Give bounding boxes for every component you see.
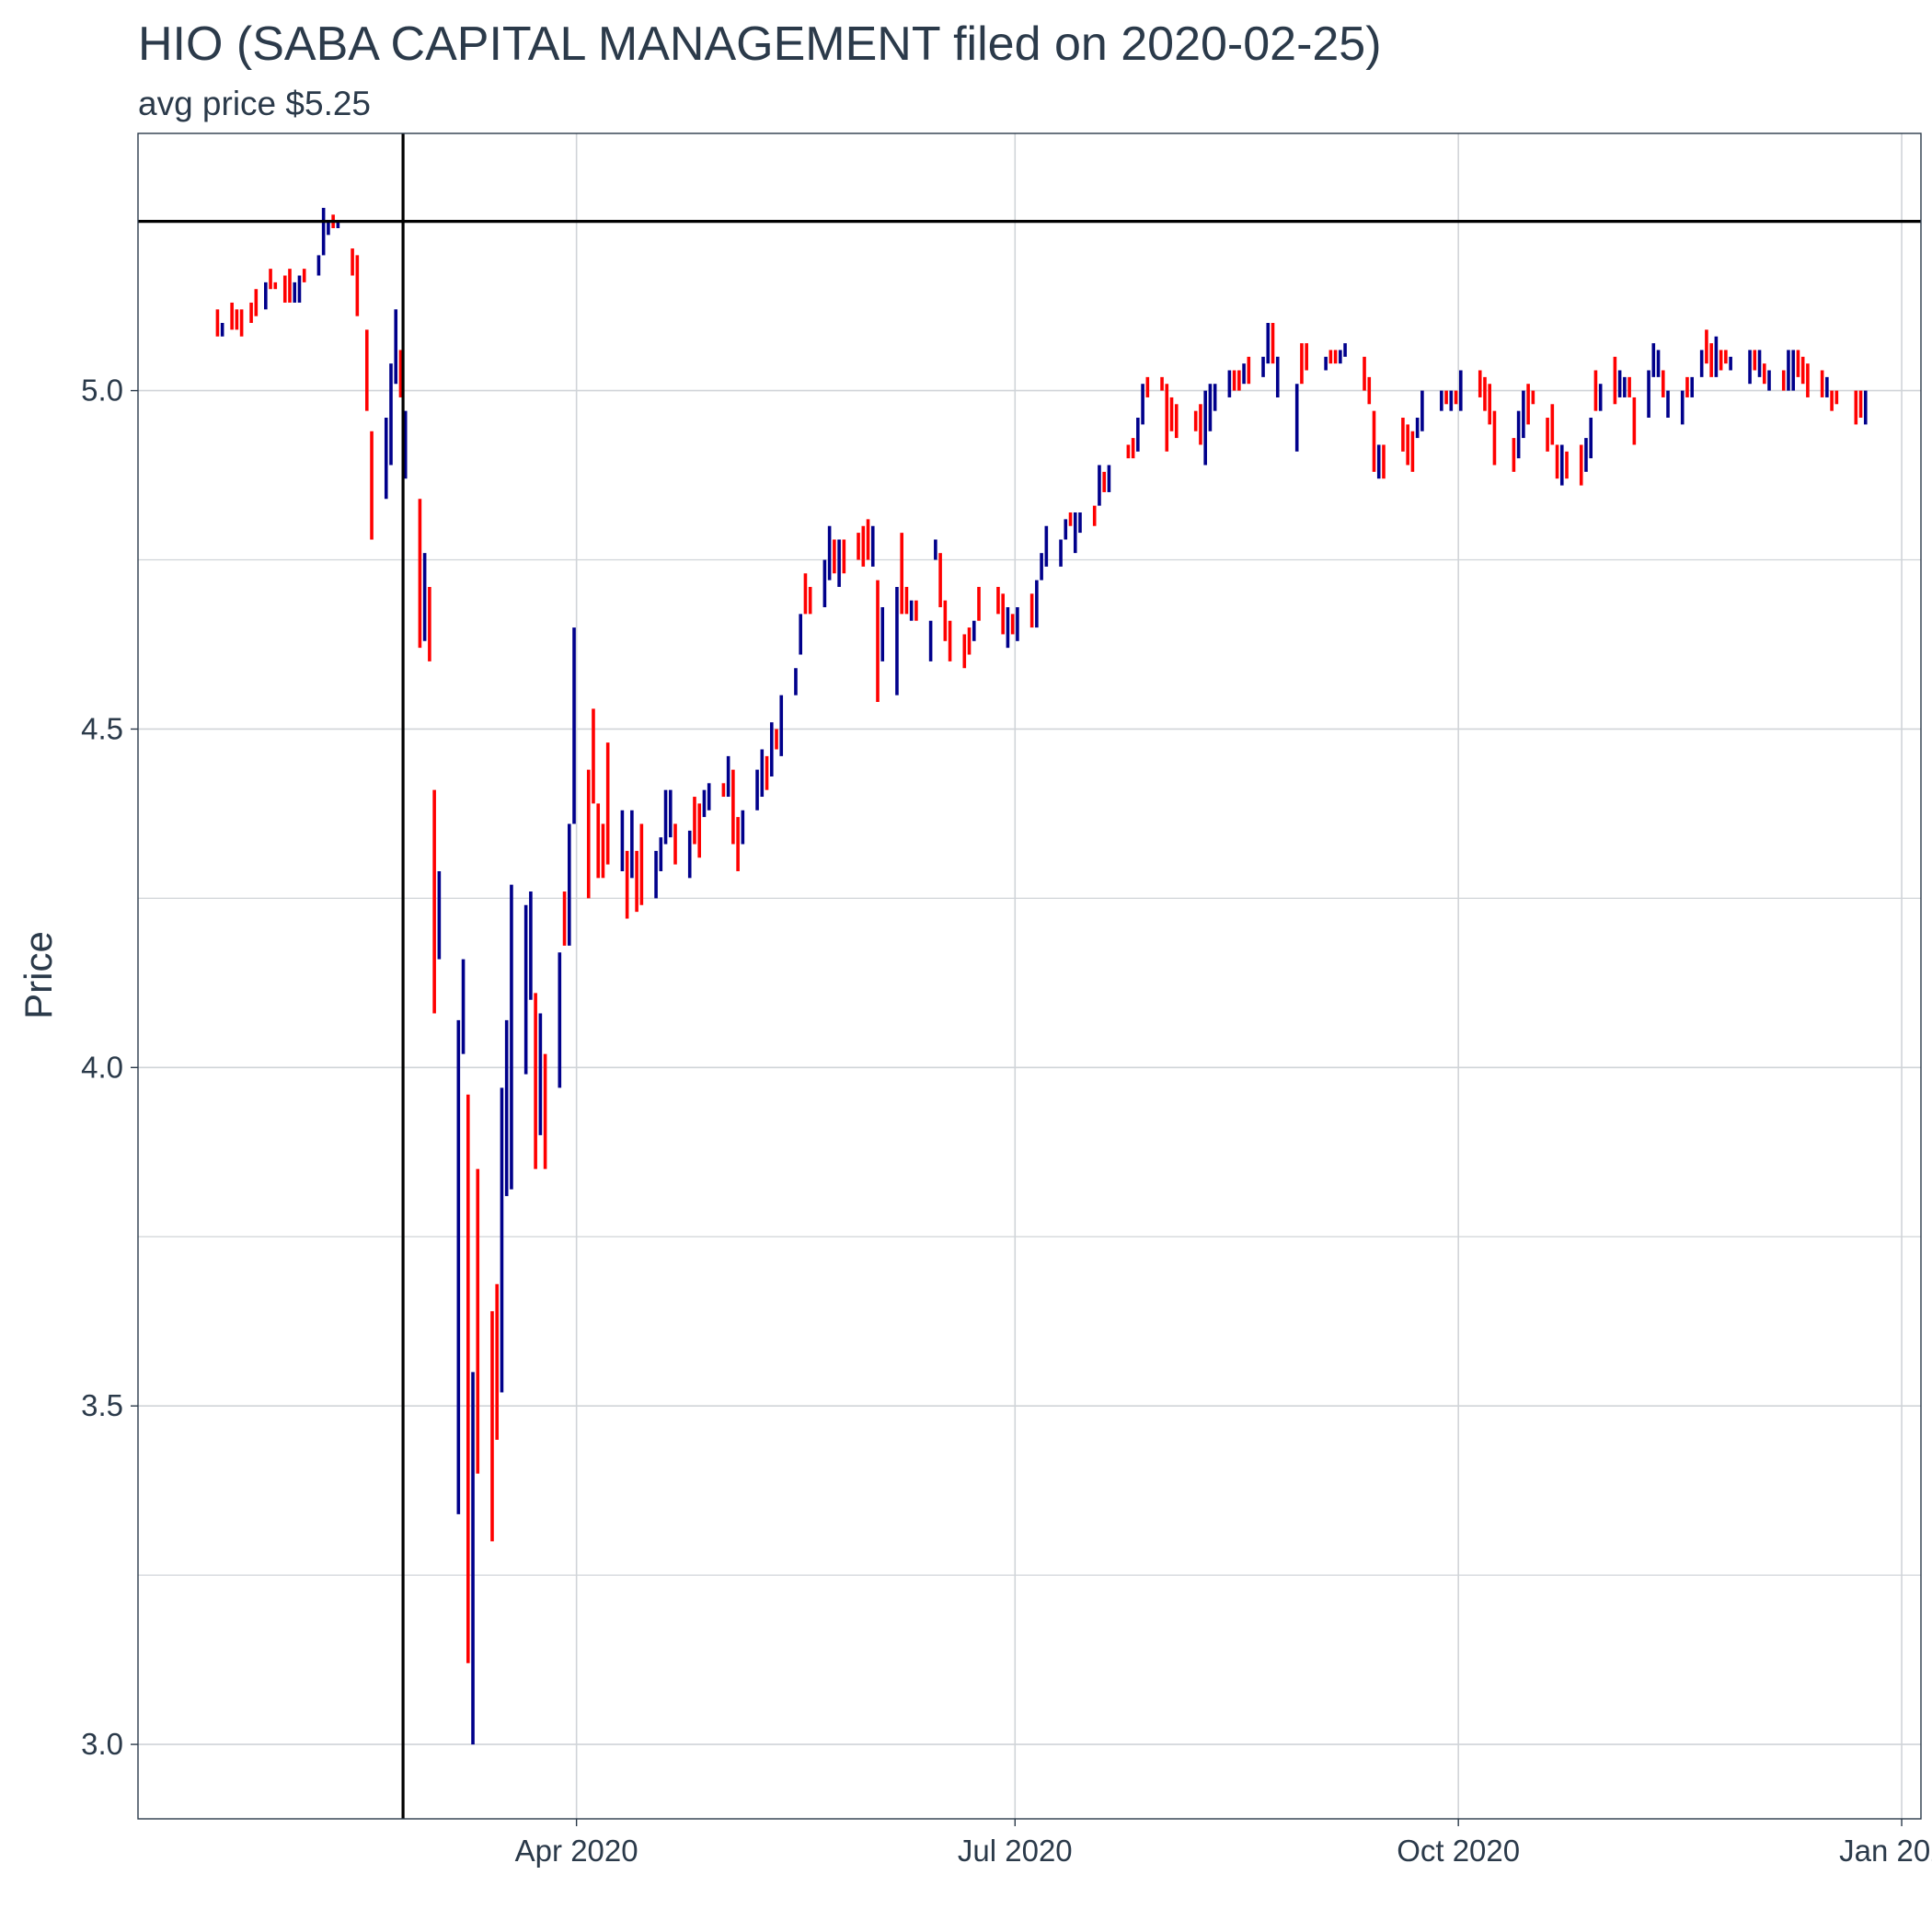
- chart-title: HIO (SABA CAPITAL MANAGEMENT filed on 20…: [138, 17, 1382, 71]
- x-tick-label: Jan 2021: [1839, 1834, 1932, 1868]
- price-bars: [215, 207, 1868, 1745]
- plot-panel-border: [137, 132, 1922, 1820]
- x-tick-label: Jul 2020: [958, 1834, 1073, 1868]
- y-tick-label: 4.0: [81, 1050, 123, 1084]
- y-tick-label: 5.0: [81, 374, 123, 408]
- x-tick-label: Oct 2020: [1397, 1834, 1520, 1868]
- y-tick-label: 4.5: [81, 711, 123, 745]
- y-tick-label: 3.5: [81, 1388, 123, 1422]
- reference-lines: [138, 133, 1921, 1819]
- chart-subtitle: avg price $5.25: [138, 85, 372, 122]
- axes: 3.0 3.5 4.0 4.5 5.0 Apr 2020 Jul 2020 Oct 2020 J…: [81, 374, 1932, 1868]
- y-tick-label: 3.0: [81, 1727, 123, 1761]
- grid: [138, 133, 1921, 1819]
- x-tick-label: Apr 2020: [515, 1834, 638, 1868]
